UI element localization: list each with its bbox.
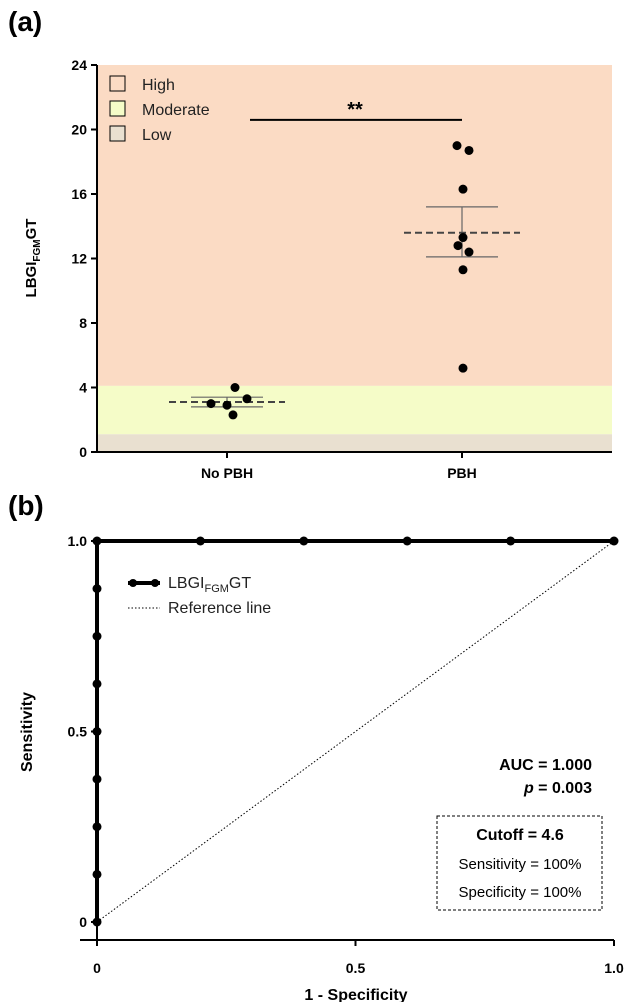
chart-a-legend: High Moderate Low xyxy=(109,75,210,144)
x-tick-label: 0.5 xyxy=(346,960,366,976)
risk-bands xyxy=(97,65,612,452)
cutoff-label: Cutoff = 4.6 xyxy=(476,827,564,844)
risk-band-moderate xyxy=(97,385,612,435)
auc-label: AUC = 1.000 xyxy=(499,757,592,774)
y-tick-label: 4 xyxy=(79,380,87,396)
data-point xyxy=(458,363,468,373)
legend-label-roc: LBGIFGMGT xyxy=(168,575,251,595)
legend-marker-roc xyxy=(151,579,159,587)
legend-swatch-moderate xyxy=(109,100,126,117)
y-tick-label: 24 xyxy=(71,57,87,73)
roc-point xyxy=(609,536,619,546)
roc-point xyxy=(92,679,102,689)
roc-point xyxy=(92,869,102,879)
roc-point xyxy=(92,536,102,546)
y-tick-label: 16 xyxy=(71,186,87,202)
data-point xyxy=(242,394,252,404)
x-category-label: No PBH xyxy=(201,465,253,481)
significance-label: ** xyxy=(347,99,363,121)
x-axis-label-b: 1 - Specificity xyxy=(304,987,407,1002)
y-tick-label: 12 xyxy=(71,251,87,267)
chart-a-marks xyxy=(169,118,520,420)
roc-point xyxy=(92,727,102,736)
x-tick-label: 1.0 xyxy=(604,960,624,976)
roc-point xyxy=(92,917,102,927)
panel-a-label: (a) xyxy=(8,6,43,37)
legend-label-reference: Reference line xyxy=(168,600,271,617)
risk-band-high xyxy=(97,65,612,386)
legend-label-moderate: Moderate xyxy=(142,102,210,119)
chart-a-x-categories: No PBH PBH xyxy=(201,452,477,481)
legend-swatch-high xyxy=(109,75,126,92)
data-point xyxy=(222,400,232,410)
y-tick-label: 20 xyxy=(71,122,87,138)
legend-swatch-low xyxy=(109,125,126,142)
data-point xyxy=(453,241,463,251)
x-category-label: PBH xyxy=(447,465,477,481)
y-tick-label: 0 xyxy=(79,444,87,460)
roc-point xyxy=(299,536,309,546)
chart-a-y-ticks: 0 4 8 12 16 20 24 xyxy=(71,57,97,460)
risk-band-low xyxy=(97,434,612,452)
y-axis-label-b: Sensitivity xyxy=(19,692,36,772)
legend-label-low: Low xyxy=(142,127,172,144)
data-point xyxy=(228,410,238,420)
y-tick-label: 1.0 xyxy=(68,533,88,549)
roc-curve xyxy=(95,539,614,922)
y-tick-label: 0.5 xyxy=(68,724,88,740)
cutoff-box xyxy=(436,815,603,911)
sensitivity-label: Sensitivity = 100% xyxy=(459,856,582,873)
y-tick-label: 8 xyxy=(79,315,87,331)
chart-b-legend: LBGIFGMGT Reference line xyxy=(128,575,271,617)
y-axis-label-a: LBGIFGMGT xyxy=(23,219,43,298)
roc-point xyxy=(92,822,102,832)
roc-point xyxy=(402,536,412,546)
roc-point xyxy=(92,631,102,641)
data-point xyxy=(452,141,462,151)
x-tick-label: 0 xyxy=(93,960,101,976)
specificity-label: Specificity = 100% xyxy=(459,884,582,901)
y-tick-label: 0 xyxy=(79,914,87,930)
p-value-label: p = 0.003 xyxy=(523,780,592,797)
roc-point xyxy=(506,536,516,546)
data-point xyxy=(458,265,468,275)
data-point xyxy=(230,383,240,392)
chart-b-marks xyxy=(92,536,619,927)
data-point xyxy=(464,247,474,257)
data-point xyxy=(458,184,468,194)
roc-point xyxy=(92,774,102,784)
legend-marker-roc xyxy=(129,579,137,587)
panel-b-label: (b) xyxy=(8,490,44,521)
legend-label-high: High xyxy=(142,77,175,94)
data-point xyxy=(464,145,474,155)
data-point xyxy=(458,233,468,243)
roc-point xyxy=(195,536,205,546)
roc-point xyxy=(92,584,102,594)
data-point xyxy=(206,399,216,409)
